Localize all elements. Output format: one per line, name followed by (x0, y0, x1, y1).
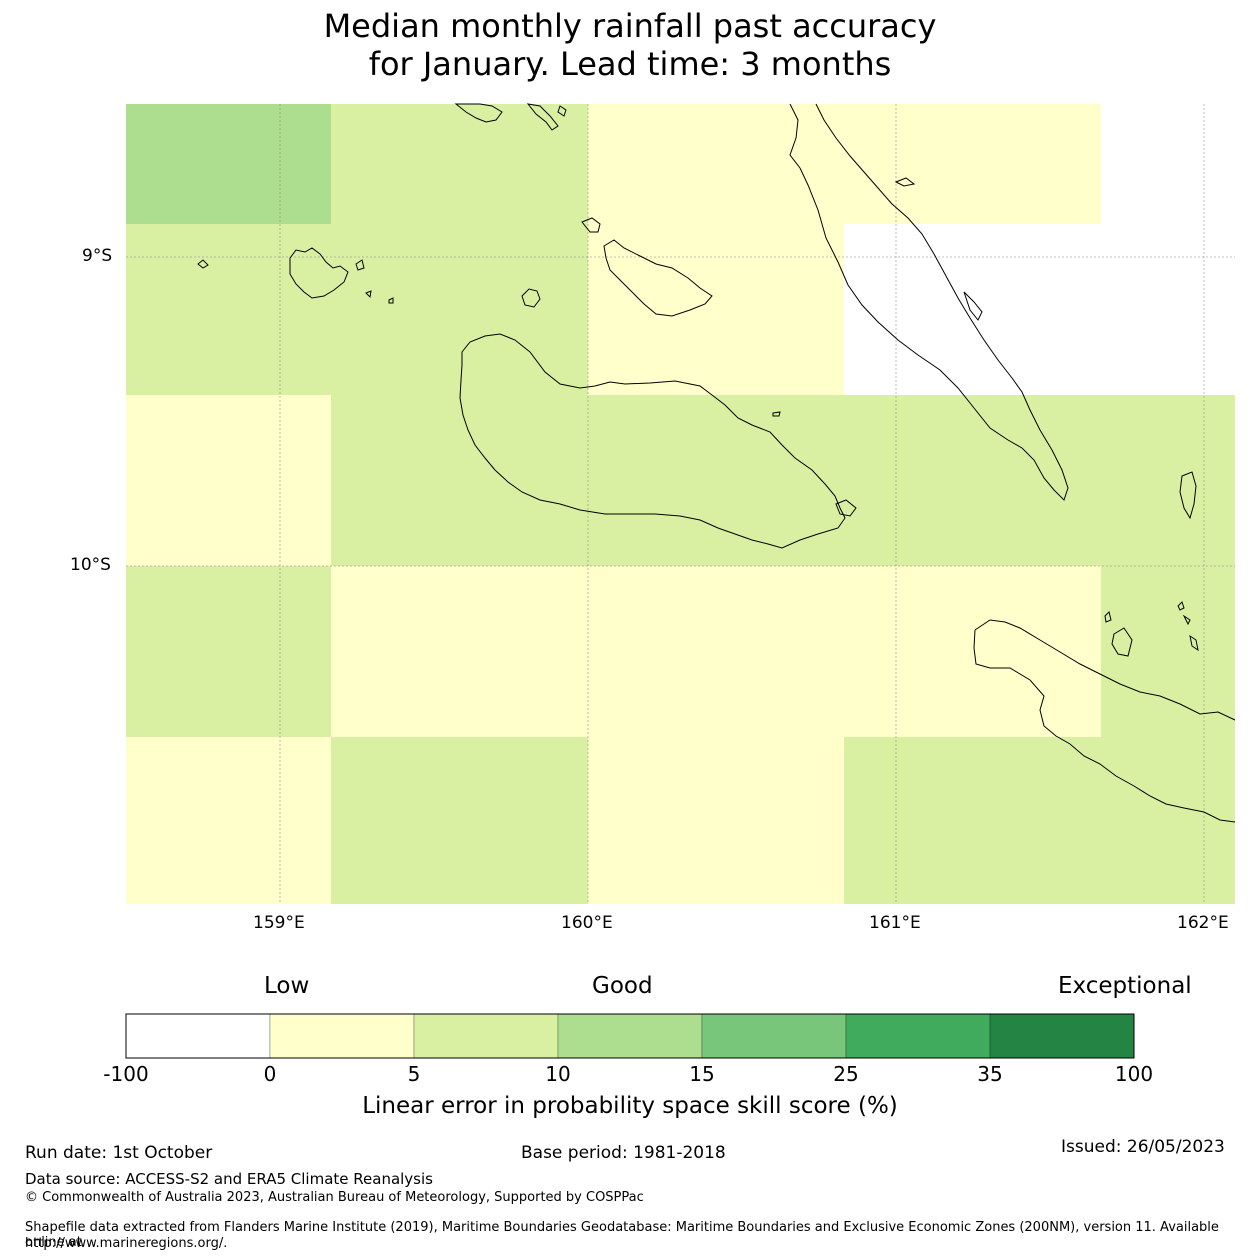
colorbar-tick: 10 (545, 1062, 571, 1086)
coastline-malaita-small (963, 291, 983, 321)
skill-cells (126, 104, 1235, 904)
colorbar-tick: 5 (407, 1062, 421, 1086)
map-title-line-2: for January. Lead time: 3 months (368, 45, 892, 83)
colorbar-tick: 25 (833, 1062, 859, 1086)
coastline-islet (355, 259, 365, 271)
colorbar-header-exceptional: Exceptional (1058, 973, 1192, 999)
coastline-guadalcanal (459, 333, 846, 549)
coastline-island-north (526, 103, 559, 131)
skill-cell (126, 224, 331, 395)
coastline-florida-islands (289, 247, 349, 299)
coastline-malaita-small (894, 177, 916, 187)
coastline-islet (1179, 471, 1197, 520)
run-date: Run date: 1st October (25, 1143, 213, 1163)
colorbar-swatch (413, 1013, 559, 1059)
coastline-islet (1182, 614, 1191, 626)
coastline-islet (772, 411, 781, 417)
colorbar-swatch (845, 1013, 991, 1059)
coastline-makira (973, 619, 1236, 823)
skill-cell (331, 566, 1101, 737)
issued-date: Issued: 26/05/2023 (1061, 1137, 1225, 1157)
shapefile-credit-line-2: http://www.marineregions.org/. (25, 1236, 228, 1251)
skill-cell (126, 566, 331, 737)
colorbar-swatch (557, 1013, 703, 1059)
colorbar-swatch (701, 1013, 847, 1059)
colorbar-tick: 35 (977, 1062, 1003, 1086)
coastline-islet (1104, 611, 1112, 623)
colorbar-swatch (125, 1013, 271, 1059)
coastline-islet (1177, 601, 1185, 611)
colorbar-header-good: Good (592, 973, 653, 999)
colorbar (125, 1013, 1135, 1059)
colorbar-tick: -100 (103, 1062, 149, 1086)
lon-label-161e: 161°E (869, 913, 921, 933)
lat-label-10s: 10°S (70, 555, 111, 575)
map-title-line-1: Median monthly rainfall past accuracy (323, 7, 937, 45)
skill-cell (331, 224, 588, 395)
skill-cell (331, 737, 588, 904)
coastline-islet (835, 499, 857, 517)
graticule (126, 104, 1235, 904)
lon-label-159e: 159°E (253, 913, 305, 933)
skill-cell (588, 737, 844, 904)
lat-label-9s: 9°S (82, 246, 113, 266)
colorbar-frame (125, 1013, 1135, 1059)
lon-label-160e: 160°E (561, 913, 613, 933)
coastline-islet (365, 290, 372, 299)
skill-cell (588, 104, 1101, 224)
skill-cell (331, 104, 588, 224)
coastline-island-north (557, 105, 567, 117)
coastline-island-north (454, 103, 503, 123)
copyright: © Commonwealth of Australia 2023, Austra… (25, 1190, 644, 1205)
colorbar-tick: 15 (689, 1062, 715, 1086)
coastline-island-group (603, 239, 713, 317)
colorbar-swatch (269, 1013, 415, 1059)
skill-cell (126, 737, 331, 904)
skill-map (126, 103, 1236, 904)
coastline-islet (521, 288, 541, 308)
colorbar-header-low: Low (264, 973, 310, 999)
coastline-islet (388, 297, 394, 304)
skill-cell (126, 104, 331, 224)
coastline-islet (1189, 634, 1199, 652)
colorbar-label: Linear error in probability space skill … (362, 1093, 898, 1119)
skill-cell (1101, 566, 1235, 737)
coastline-islet (1111, 627, 1133, 657)
colorbar-swatch (989, 1013, 1135, 1059)
coastline-malaita (789, 103, 1069, 501)
base-period: Base period: 1981-2018 (521, 1143, 726, 1163)
colorbar-tick: 100 (1114, 1062, 1154, 1086)
data-source: Data source: ACCESS-S2 and ERA5 Climate … (25, 1170, 433, 1188)
skill-cell (331, 395, 1235, 566)
skill-cell (588, 224, 844, 395)
coastlines (197, 103, 1236, 823)
colorbar-tick: 0 (263, 1062, 277, 1086)
coastline-island-group (581, 217, 601, 233)
lon-label-162e: 162°E (1177, 913, 1229, 933)
skill-cell (126, 395, 331, 566)
shapefile-credit-line-1: Shapefile data extracted from Flanders M… (25, 1220, 1219, 1250)
skill-cell (844, 737, 1235, 904)
coastline-islet (197, 259, 209, 269)
